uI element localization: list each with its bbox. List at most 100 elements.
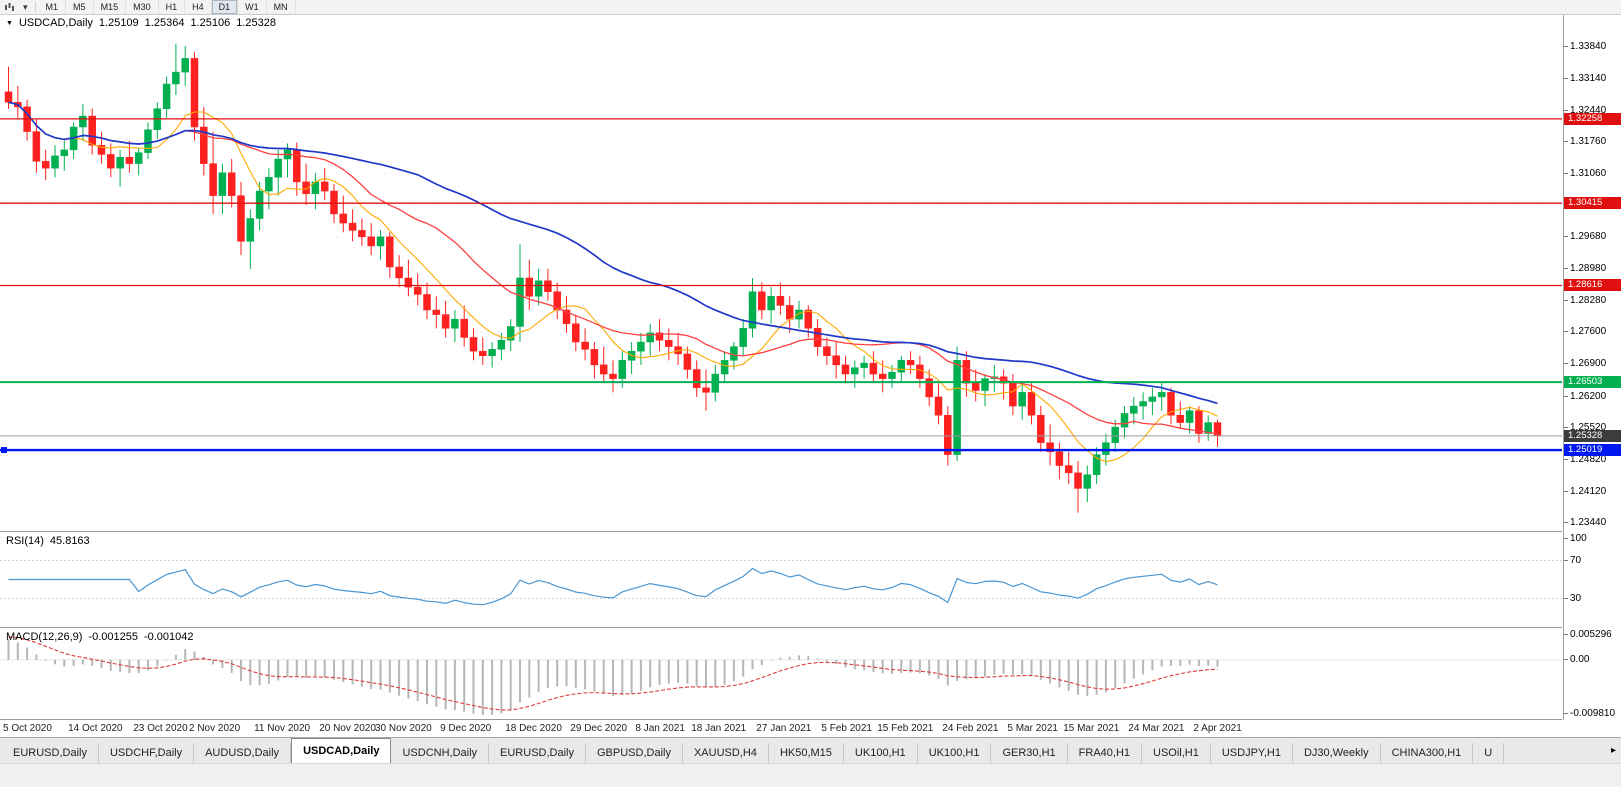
ohlc-high: 1.25364	[144, 17, 185, 29]
macd-signal-line	[8, 636, 1218, 711]
ohlc-close: 1.25328	[236, 17, 276, 29]
rsi-axis-label: 70	[1564, 555, 1582, 566]
timeframe-toolbar: ▾ M1 M5 M15 M30 H1 H4 D1 W1 MN	[0, 0, 1621, 15]
tab-dj30-weekly[interactable]: DJ30,Weekly	[1292, 743, 1381, 763]
support-line-blue-price-tag: 1.25019	[1564, 444, 1621, 457]
window-bottom-edge	[0, 763, 1621, 787]
date-label-5-feb-2021: 5 Feb 2021	[821, 723, 872, 734]
rsi-line	[8, 567, 1218, 606]
tab-usdchf-daily[interactable]: USDCHF,Daily	[98, 743, 195, 763]
time-axis[interactable]: 5 Oct 2020 14 Oct 2020 23 Oct 2020 2 Nov 20…	[0, 720, 1621, 737]
price-axis-label: 1.31760	[1564, 136, 1607, 148]
tab-ger30-h1[interactable]: GER30,H1	[991, 743, 1068, 763]
price-axis-label: 1.26900	[1564, 358, 1607, 370]
tab-eurusd-daily[interactable]: EURUSD,Daily	[2, 743, 99, 763]
timeframe-button-m15[interactable]: M15	[94, 0, 127, 14]
chart-tab-bar: EURUSD,Daily USDCHF,Daily AUDUSD,Daily USDC…	[0, 737, 1621, 763]
tab-fra40-h1[interactable]: FRA40,H1	[1067, 743, 1143, 763]
macd-histogram	[7, 639, 1219, 715]
tab-usdjpy-h1[interactable]: USDJPY,H1	[1210, 743, 1293, 763]
date-label-18-dec-2020: 18 Dec 2020	[505, 723, 562, 734]
price-axis-label: 1.24120	[1564, 485, 1607, 497]
macd-indicator-pane[interactable]: MACD(12,26,9) -0.001255 -0.001042	[0, 628, 1562, 720]
rsi-label: RSI(14) 45.8163	[6, 535, 90, 547]
date-label-29-dec-2020: 29 Dec 2020	[570, 723, 628, 734]
date-label-11-nov-2020: 11 Nov 2020	[254, 723, 311, 734]
tab-eurusd-daily[interactable]: EURUSD,Daily	[489, 743, 586, 763]
timeframe-button-m30[interactable]: M30	[126, 0, 159, 14]
date-label-2-apr-2021: 2 Apr 2021	[1193, 723, 1242, 734]
timeframe-button-d1[interactable]: D1	[211, 0, 239, 14]
ma-fast-orange	[8, 101, 1218, 463]
date-label-23-oct-2020: 23 Oct 2020	[133, 723, 188, 734]
macd-name: MACD(12,26,9)	[6, 631, 83, 643]
rsi-name: RSI(14)	[6, 535, 44, 547]
date-label-14-oct-2020: 14 Oct 2020	[68, 723, 123, 734]
timeframe-button-h1[interactable]: H1	[159, 0, 186, 14]
tab-u[interactable]: U	[1473, 743, 1505, 763]
tab-usoil-h1[interactable]: USOil,H1	[1142, 743, 1211, 763]
price-axis-label: 1.24820	[1564, 453, 1607, 465]
ohlc-low: 1.25106	[190, 17, 231, 29]
chart-symbol-label: USDCAD,Daily	[18, 17, 93, 29]
resistance-line-3-price-tag: 1.28616	[1564, 279, 1621, 292]
timeframe-button-mn[interactable]: MN	[267, 0, 296, 14]
tab-hk50-m15[interactable]: HK50,M15	[768, 743, 844, 763]
date-label-5-oct-2020: 5 Oct 2020	[3, 723, 52, 734]
timeframe-buttons: M1 M5 M15 M30 H1 H4 D1 W1 MN	[39, 0, 296, 14]
price-axis-label: 1.25520	[1564, 421, 1607, 433]
timeframe-button-m5[interactable]: M5	[66, 0, 94, 14]
price-axis-label: 1.26200	[1564, 390, 1607, 402]
macd-axis-label: 0.005296	[1564, 629, 1612, 640]
chart-candles-icon[interactable]	[0, 0, 19, 14]
date-label-15-feb-2021: 15 Feb 2021	[877, 723, 934, 734]
tab-xauusd-h4[interactable]: XAUUSD,H4	[682, 743, 769, 763]
ohlc-open: 1.25109	[98, 17, 139, 29]
price-axis-label: 1.32440	[1564, 105, 1607, 117]
toolbar-separator	[34, 2, 36, 12]
rsi-indicator-pane[interactable]: RSI(14) 45.8163	[0, 532, 1562, 628]
chart-title: ▼ USDCAD,Daily 1.25109 1.25364 1.25106 1…	[6, 17, 276, 29]
price-axis-label: 1.28280	[1564, 295, 1607, 307]
date-label-2-nov-2020: 2 Nov 2020	[189, 723, 241, 734]
resistance-line-1-price-tag: 1.32258	[1564, 112, 1621, 125]
support-line-blue-handle[interactable]	[1, 447, 7, 454]
axis-separator	[1563, 14, 1564, 737]
candlestick-series	[4, 43, 1222, 513]
price-chart-canvas	[0, 43, 1562, 523]
tab-uk100-h1[interactable]: UK100,H1	[843, 743, 918, 763]
price-axis-label: 1.33140	[1564, 73, 1607, 84]
tab-scroll-right-button[interactable]: ▸	[1610, 745, 1616, 756]
tab-usdcad-daily[interactable]: USDCAD,Daily	[291, 738, 392, 763]
tab-gbpusd-daily[interactable]: GBPUSD,Daily	[586, 743, 683, 763]
date-label-27-jan-2021: 27 Jan 2021	[756, 723, 812, 734]
price-axis-label: 1.31060	[1564, 168, 1607, 180]
price-axis[interactable]: 1.338401.331401.324401.317601.310601.303…	[1564, 14, 1621, 531]
timeframe-button-w1[interactable]: W1	[238, 0, 267, 14]
date-label-9-dec-2020: 9 Dec 2020	[440, 723, 492, 734]
tab-uk100-h1[interactable]: UK100,H1	[917, 743, 992, 763]
timeframe-button-m1[interactable]: M1	[39, 0, 67, 14]
macd-axis-label: -0.009810	[1564, 708, 1616, 719]
tab-audusd-daily[interactable]: AUDUSD,Daily	[194, 743, 292, 763]
price-axis-label: 1.29680	[1564, 231, 1607, 243]
chevron-down-icon[interactable]: ▾	[23, 1, 28, 12]
chart-candles-icon-glyph	[5, 3, 14, 11]
date-label-20-nov-2020: 20 Nov 2020	[319, 723, 376, 734]
price-axis-label: 1.28980	[1564, 263, 1607, 275]
macd-axis[interactable]: 0.005296 0.00 -0.009810	[1564, 628, 1621, 719]
macd-axis-label: 0.00	[1564, 654, 1590, 666]
rsi-axis[interactable]: 100 70 30	[1564, 532, 1621, 627]
ma-slow-blue	[8, 101, 1218, 405]
date-label-8-jan-2021: 8 Jan 2021	[635, 723, 685, 734]
price-chart-pane[interactable]: ▼ USDCAD,Daily 1.25109 1.25364 1.25106 1…	[0, 14, 1562, 532]
rsi-axis-label: 100	[1564, 533, 1587, 544]
tab-china300-h1[interactable]: CHINA300,H1	[1380, 743, 1474, 763]
price-axis-label: 1.27600	[1564, 326, 1607, 338]
macd-canvas	[0, 636, 1562, 715]
rsi-value: 45.8163	[49, 535, 90, 547]
timeframe-button-h4[interactable]: H4	[185, 0, 212, 14]
tab-usdcnh-daily[interactable]: USDCNH,Daily	[391, 743, 490, 763]
title-marker-icon: ▼	[6, 19, 13, 27]
rsi-canvas	[0, 560, 1562, 606]
